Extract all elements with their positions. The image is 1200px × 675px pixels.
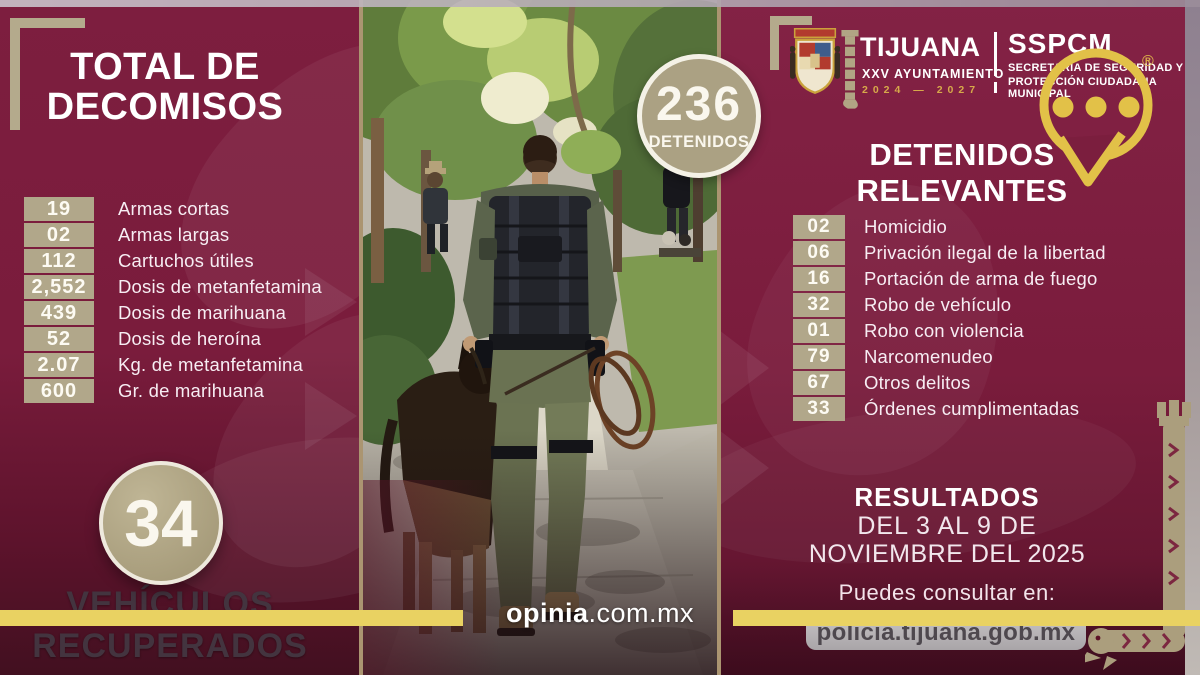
seizure-value-chip: 52: [24, 327, 94, 351]
brand-divider: [994, 32, 997, 76]
aztec-pillar-icon: [841, 30, 859, 109]
seizure-value-chip: 2.07: [24, 353, 94, 377]
seizure-row: 2,552 Dosis de metanfetamina: [14, 275, 322, 299]
detainee-value-chip: 06: [793, 241, 845, 265]
seizure-label: Gr. de marihuana: [118, 380, 265, 401]
detainee-value-chip: 01: [793, 319, 845, 343]
detainee-label: Portación de arma de fuego: [864, 268, 1098, 289]
detainee-row: 01 Robo con violencia: [788, 319, 1106, 343]
chevron-watermark: [305, 382, 357, 450]
detainee-value-chip: 79: [793, 345, 845, 369]
results-dates-line2: NOVIEMBRE DEL 2025: [808, 540, 1086, 568]
results-title: RESULTADOS: [854, 482, 1040, 512]
seizure-value-chip: 112: [24, 249, 94, 273]
seizure-value-chip: 19: [24, 197, 94, 221]
detainees-list: 02 Homicidio 06 Privación ilegal de la l…: [788, 215, 1106, 421]
seizure-row: 600 Gr. de marihuana: [14, 379, 322, 403]
seizure-value-chip: 02: [24, 223, 94, 247]
vehicles-label-line2: RECUPERADOS: [32, 627, 308, 665]
seizure-row: 19 Armas cortas: [14, 197, 322, 221]
yellow-divider-bar: [733, 610, 1200, 626]
watermark-bold: opinia: [505, 598, 589, 628]
seizure-label: Dosis de metanfetamina: [118, 276, 322, 297]
seizure-label: Cartuchos útiles: [118, 250, 254, 271]
seizure-row: 02 Armas largas: [14, 223, 322, 247]
detainee-label: Robo con violencia: [864, 320, 1024, 341]
tijuana-subtitle: XXV AYUNTAMIENTO: [862, 67, 1005, 81]
top-edge-strip: [0, 0, 1200, 7]
seizure-row: 52 Dosis de heroína: [14, 327, 322, 351]
seizure-row: 439 Dosis de marihuana: [14, 301, 322, 325]
tijuana-years: 2024 — 2027: [862, 84, 981, 96]
tree-trunk: [371, 118, 384, 283]
seizure-row: 112 Cartuchos útiles: [14, 249, 322, 273]
seizure-label: Dosis de marihuana: [118, 302, 287, 323]
seizure-label: Dosis de heroína: [118, 328, 262, 349]
detainee-row: 79 Narcomenudeo: [788, 345, 1106, 369]
detainee-label: Homicidio: [864, 216, 948, 237]
seizure-label: Kg. de metanfetamina: [118, 354, 303, 375]
detainees-count: 236: [655, 77, 743, 131]
right-edge-strip: [1185, 0, 1200, 675]
speech-bubble-icon: [1039, 48, 1153, 187]
seizure-row: 2.07 Kg. de metanfetamina: [14, 353, 322, 377]
seizure-value-chip: 600: [24, 379, 94, 403]
chevron-watermark: [719, 430, 769, 506]
right-panel-background: [717, 0, 1185, 675]
seizures-list: 19 Armas cortas 02 Armas largas 112 Cart…: [14, 197, 322, 403]
detainee-row: 32 Robo de vehículo: [788, 293, 1106, 317]
brand-divider-dot: [994, 82, 997, 93]
detainee-value-chip: 02: [793, 215, 845, 239]
chevron-watermark: [305, 268, 357, 336]
detainee-value-chip: 67: [793, 371, 845, 395]
registered-trademark-icon: ®: [1142, 53, 1154, 70]
detainee-value-chip: 16: [793, 267, 845, 291]
detainee-label: Otros delitos: [864, 372, 971, 393]
detainee-value-chip: 32: [793, 293, 845, 317]
seizure-label: Armas largas: [118, 224, 230, 245]
detainees-title: DETENIDOS RELEVANTES: [856, 137, 1068, 208]
serpent-icon: [1085, 400, 1191, 670]
tijuana-crest-icon: [790, 28, 840, 95]
watermark-rest: .com.mx: [588, 598, 694, 628]
detainee-label: Narcomenudeo: [864, 346, 993, 367]
vehicles-count: 34: [124, 486, 198, 560]
yellow-divider-bar: [0, 610, 463, 626]
detainee-value-chip: 33: [793, 397, 845, 421]
detainee-row: 06 Privación ilegal de la libertad: [788, 241, 1106, 265]
seizure-value-chip: 2,552: [24, 275, 94, 299]
detainees-count-label: DETENIDOS: [648, 132, 750, 151]
seizures-title-line2: DECOMISOS: [46, 85, 284, 128]
photo-watermark: opinia.com.mx: [430, 598, 770, 629]
consult-label: Puedes consultar en:: [838, 580, 1056, 605]
detainee-label: Privación ilegal de la libertad: [864, 242, 1106, 263]
detainee-row: 33 Órdenes cumplimentadas: [788, 397, 1106, 421]
detainee-label: Órdenes cumplimentadas: [864, 398, 1080, 419]
seizure-label: Armas cortas: [118, 198, 230, 219]
detainee-row: 67 Otros delitos: [788, 371, 1106, 395]
detainee-label: Robo de vehículo: [864, 294, 1012, 315]
detainee-row: 16 Portación de arma de fuego: [788, 267, 1106, 291]
pedestrian: [423, 161, 448, 254]
detainees-total-badge: 236 DETENIDOS: [637, 54, 761, 178]
vehicles-recovered-badge: 34: [99, 461, 223, 585]
seizures-title-line1: TOTAL DE: [70, 46, 260, 88]
detainee-row: 02 Homicidio: [788, 215, 1106, 239]
bench-people: [659, 231, 701, 257]
chevron-watermark: [719, 330, 769, 406]
results-dates-line1: DEL 3 AL 9 DE: [857, 512, 1037, 540]
tijuana-wordmark: TIJUANA: [860, 32, 981, 62]
seizure-value-chip: 439: [24, 301, 94, 325]
seizures-title: TOTAL DE DECOMISOS: [12, 46, 318, 128]
